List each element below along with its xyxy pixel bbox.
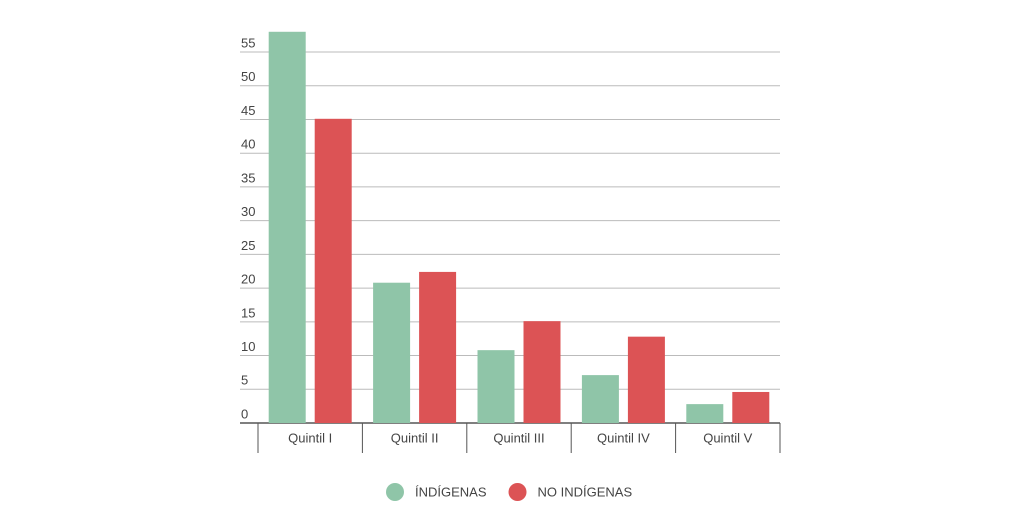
legend-swatch (386, 483, 404, 501)
bar (373, 282, 411, 423)
y-tick-label: 45 (241, 103, 255, 118)
legend-label: ÍNDÍGENAS (415, 484, 487, 499)
bar (419, 271, 457, 423)
bar (477, 350, 515, 423)
y-tick-label: 55 (241, 35, 255, 50)
y-tick-label: 0 (241, 406, 248, 421)
bar (732, 391, 770, 423)
y-tick-label: 35 (241, 170, 255, 185)
bar (581, 375, 619, 423)
y-tick-label: 10 (241, 339, 255, 354)
y-tick-label: 20 (241, 272, 255, 287)
y-tick-label: 50 (241, 69, 255, 84)
bar (268, 31, 306, 423)
bar (523, 321, 561, 423)
bar (627, 336, 665, 423)
y-tick-label: 40 (241, 137, 255, 152)
legend-swatch (508, 483, 527, 501)
legend-label: NO INDÍGENAS (538, 484, 633, 499)
y-tick-label: 30 (241, 204, 255, 219)
y-tick-label: 25 (241, 238, 255, 253)
x-tick-label: Quintil IV (597, 430, 650, 445)
x-tick-label: Quintil II (391, 430, 439, 445)
y-tick-label: 15 (241, 305, 255, 320)
x-tick-label: Quintil I (288, 430, 332, 445)
bar (314, 118, 352, 423)
x-tick-label: Quintil III (493, 430, 544, 445)
y-tick-label: 5 (241, 373, 248, 388)
x-tick-label: Quintil V (703, 430, 752, 445)
bar (686, 404, 724, 423)
